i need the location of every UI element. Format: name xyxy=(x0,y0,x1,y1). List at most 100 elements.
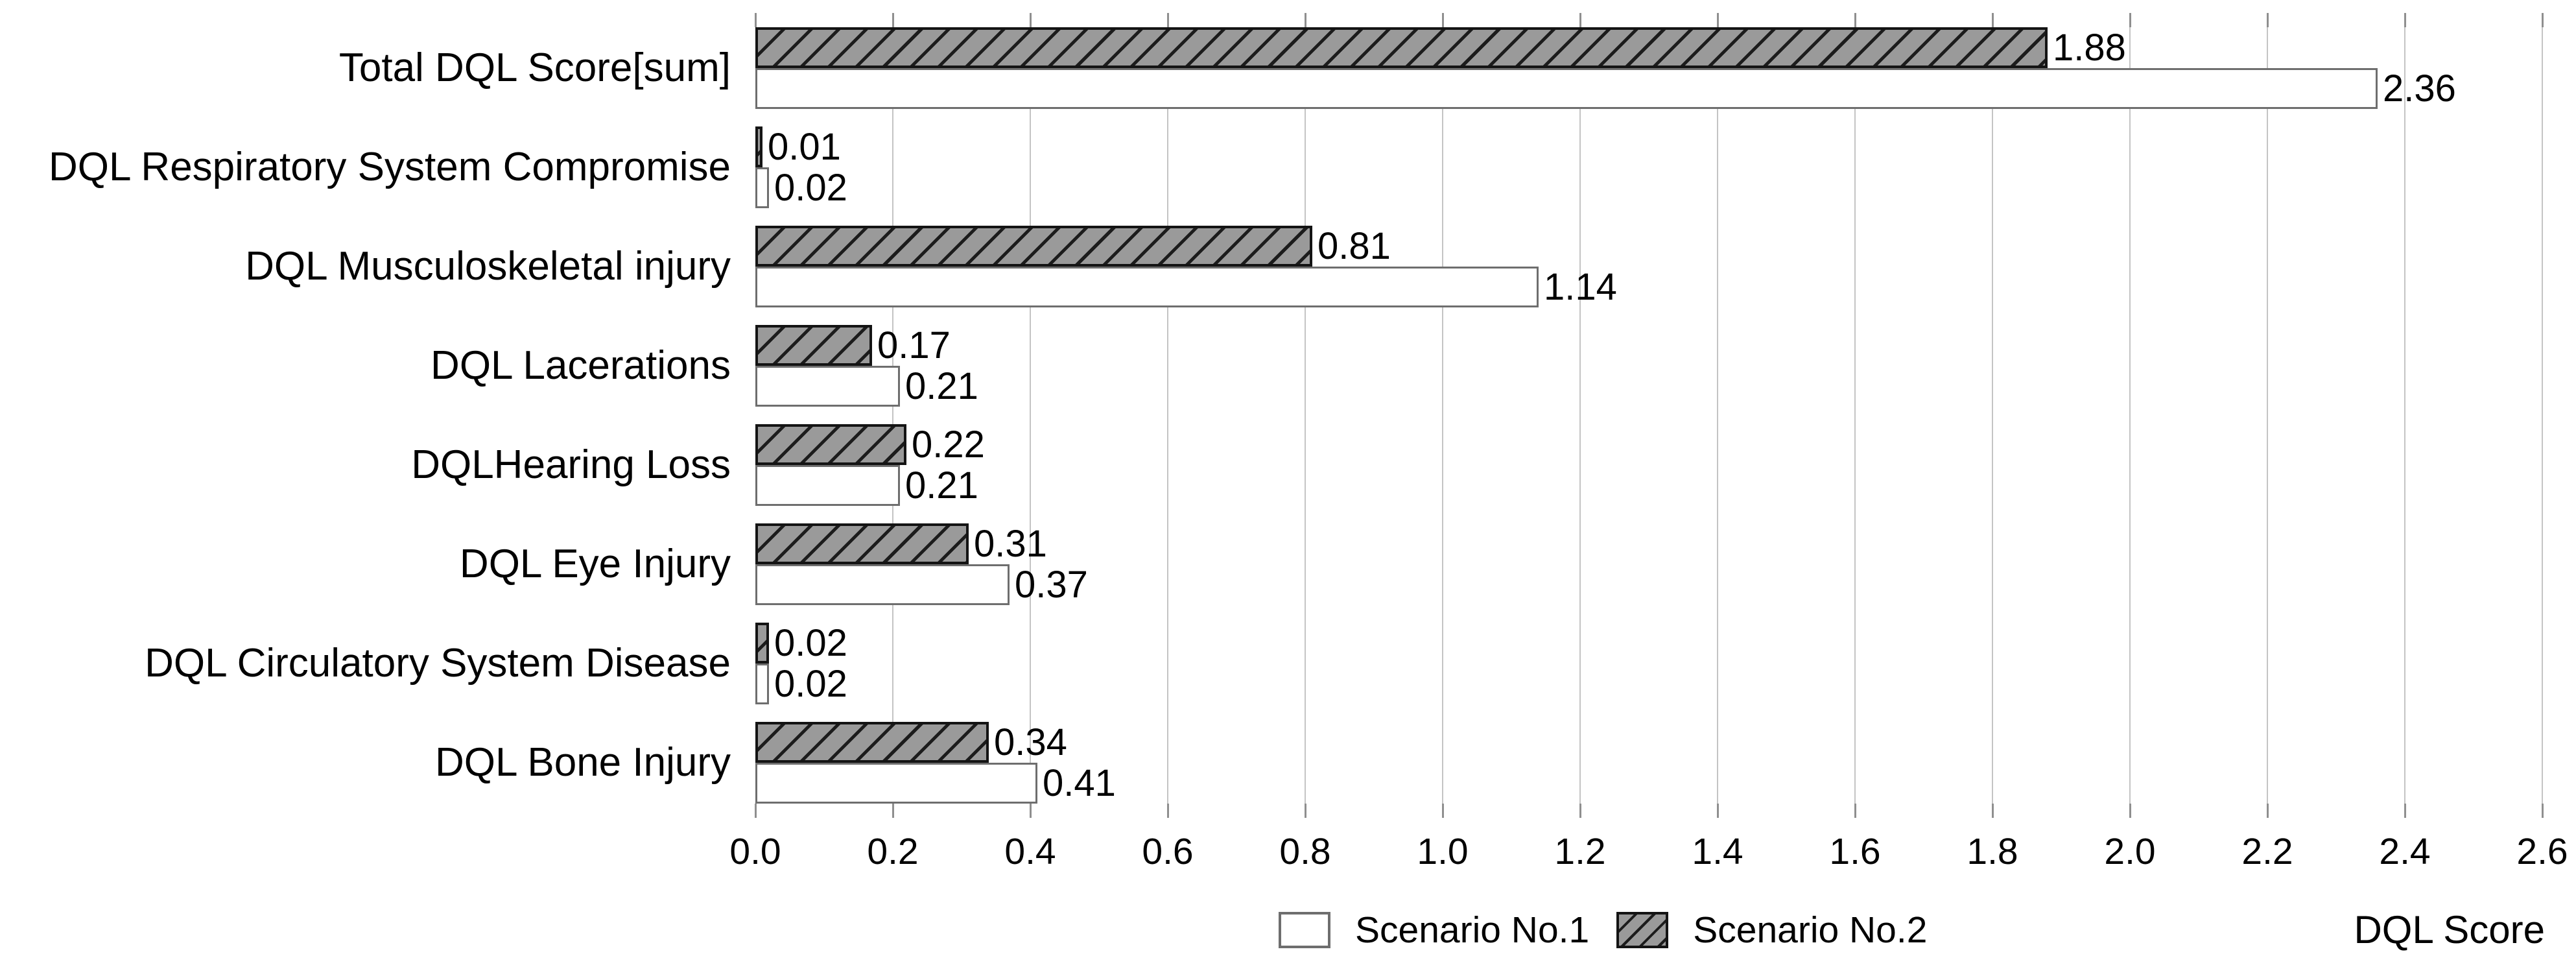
x-axis-tick-label: 0.8 xyxy=(1279,831,1331,872)
category-label: DQLHearing Loss xyxy=(411,442,731,487)
bar-value-label: 1.14 xyxy=(1544,266,1617,308)
gridline xyxy=(2404,27,2405,804)
bar-value-label: 2.36 xyxy=(2383,67,2456,110)
x-axis-tick-top xyxy=(755,13,757,27)
bar-value-label: 0.41 xyxy=(1043,762,1116,804)
x-axis-tick-top xyxy=(1992,13,1994,27)
x-axis-tick-label: 2.0 xyxy=(2104,831,2156,872)
bar-value-label: 0.21 xyxy=(905,464,978,507)
x-axis-tick-top xyxy=(1305,13,1306,27)
gridline xyxy=(2267,27,2268,804)
bar-value-label: 0.01 xyxy=(768,126,841,168)
bar-value-label: 0.21 xyxy=(905,365,978,407)
x-axis-tick-label: 1.4 xyxy=(1692,831,1743,872)
bar-value-label: 0.02 xyxy=(774,663,847,705)
x-axis-tick-bottom xyxy=(2267,804,2269,818)
x-axis-tick-label: 1.6 xyxy=(1829,831,1881,872)
x-axis-tick-bottom xyxy=(2129,804,2131,818)
bar-value-label: 0.22 xyxy=(912,424,985,466)
gridline xyxy=(1030,27,1031,804)
gridline xyxy=(1579,27,1581,804)
x-axis-tick-bottom xyxy=(1854,804,1856,818)
bar-scenario-2 xyxy=(755,722,989,763)
bar-scenario-1 xyxy=(755,267,1539,307)
x-axis-tick-label: 0.0 xyxy=(729,831,781,872)
x-axis-tick-top xyxy=(2129,13,2131,27)
bar-value-label: 0.17 xyxy=(877,324,951,366)
x-axis-tick-top xyxy=(2267,13,2269,27)
x-axis-tick-bottom xyxy=(755,804,757,818)
bar-value-label: 0.37 xyxy=(1015,564,1088,606)
legend-label-scenario-2: Scenario No.2 xyxy=(1693,909,1928,951)
x-axis-tick-label: 2.4 xyxy=(2379,831,2431,872)
category-label: DQL Musculoskeletal injury xyxy=(245,244,731,289)
x-axis-tick-bottom xyxy=(1579,804,1581,818)
x-axis-tick-label: 1.0 xyxy=(1417,831,1469,872)
gridline xyxy=(1992,27,1993,804)
bar-scenario-2 xyxy=(755,325,872,366)
category-label: DQL Circulatory System Disease xyxy=(145,641,731,686)
x-axis-title: DQL Score xyxy=(2354,908,2545,951)
gridline xyxy=(2129,27,2131,804)
bar-scenario-2 xyxy=(755,623,769,663)
bar-value-label: 0.81 xyxy=(1318,225,1391,267)
legend-entry-scenario-1: Scenario No.1 xyxy=(1279,909,1589,951)
gridline xyxy=(1442,27,1443,804)
category-label: DQL Lacerations xyxy=(431,343,731,388)
x-axis-tick-label: 2.2 xyxy=(2241,831,2293,872)
x-axis-tick-bottom xyxy=(2404,804,2406,818)
x-axis-tick-bottom xyxy=(1992,804,1994,818)
x-axis-tick-top xyxy=(2542,13,2544,27)
x-axis-tick-top xyxy=(892,13,894,27)
bar-scenario-2 xyxy=(755,226,1312,267)
bar-scenario-1 xyxy=(755,167,769,208)
x-axis-tick-bottom xyxy=(1030,804,1032,818)
category-label: Total DQL Score[sum] xyxy=(338,45,731,90)
x-axis-tick-bottom xyxy=(1717,804,1719,818)
bar-scenario-1 xyxy=(755,763,1037,804)
gridline xyxy=(1167,27,1168,804)
bar-scenario-1 xyxy=(755,663,769,704)
x-axis-tick-bottom xyxy=(2542,804,2544,818)
x-axis-tick-top xyxy=(1167,13,1169,27)
x-axis-tick-bottom xyxy=(892,804,894,818)
gridline xyxy=(892,27,893,804)
legend: Scenario No.1 Scenario No.2 xyxy=(1279,909,1927,951)
x-axis-tick-label: 2.6 xyxy=(2516,831,2568,872)
bar-scenario-2 xyxy=(755,523,969,564)
x-axis-tick-label: 0.4 xyxy=(1004,831,1056,872)
gridline xyxy=(1854,27,1856,804)
x-axis-tick-top xyxy=(1854,13,1856,27)
bar-value-label: 0.31 xyxy=(974,523,1047,565)
gridline xyxy=(1305,27,1306,804)
x-axis-tick-bottom xyxy=(1442,804,1444,818)
x-axis-tick-top xyxy=(1030,13,1032,27)
x-axis-tick-top xyxy=(1442,13,1444,27)
bar-value-label: 0.34 xyxy=(994,721,1067,763)
bar-scenario-1 xyxy=(755,68,2378,109)
bar-scenario-1 xyxy=(755,465,900,506)
legend-label-scenario-1: Scenario No.1 xyxy=(1355,909,1590,951)
gridline xyxy=(2542,27,2543,804)
x-axis-tick-top xyxy=(1579,13,1581,27)
bar-scenario-1 xyxy=(755,366,900,407)
hatched-bar-swatch-icon xyxy=(1616,912,1669,948)
x-axis-tick-bottom xyxy=(1305,804,1306,818)
bar-value-label: 1.88 xyxy=(2053,27,2126,69)
x-axis-tick-top xyxy=(2404,13,2406,27)
x-axis-tick-label: 1.8 xyxy=(1967,831,2018,872)
x-axis-tick-label: 1.2 xyxy=(1554,831,1606,872)
x-axis-tick-bottom xyxy=(1167,804,1169,818)
bar-scenario-2 xyxy=(755,126,762,167)
category-label: DQL Respiratory System Compromise xyxy=(49,145,731,189)
bar-scenario-2 xyxy=(755,27,2048,68)
bar-scenario-1 xyxy=(755,564,1010,605)
x-axis-tick-label: 0.2 xyxy=(867,831,919,872)
x-axis-tick-top xyxy=(1717,13,1719,27)
legend-entry-scenario-2: Scenario No.2 xyxy=(1616,909,1927,951)
x-axis-tick-label: 0.6 xyxy=(1142,831,1194,872)
white-bar-swatch-icon xyxy=(1279,912,1330,948)
category-label: DQL Eye Injury xyxy=(459,542,731,586)
bar-value-label: 0.02 xyxy=(774,167,847,209)
